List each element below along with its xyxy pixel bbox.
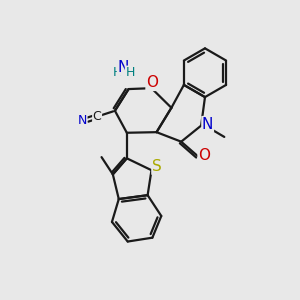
Text: C: C	[93, 110, 101, 123]
Text: N: N	[77, 114, 87, 128]
Text: O: O	[146, 75, 158, 90]
Text: H: H	[125, 66, 135, 79]
Text: N: N	[118, 60, 129, 75]
Text: S: S	[152, 159, 162, 174]
Text: N: N	[202, 117, 213, 132]
Text: H: H	[112, 66, 122, 79]
Text: O: O	[198, 148, 210, 164]
